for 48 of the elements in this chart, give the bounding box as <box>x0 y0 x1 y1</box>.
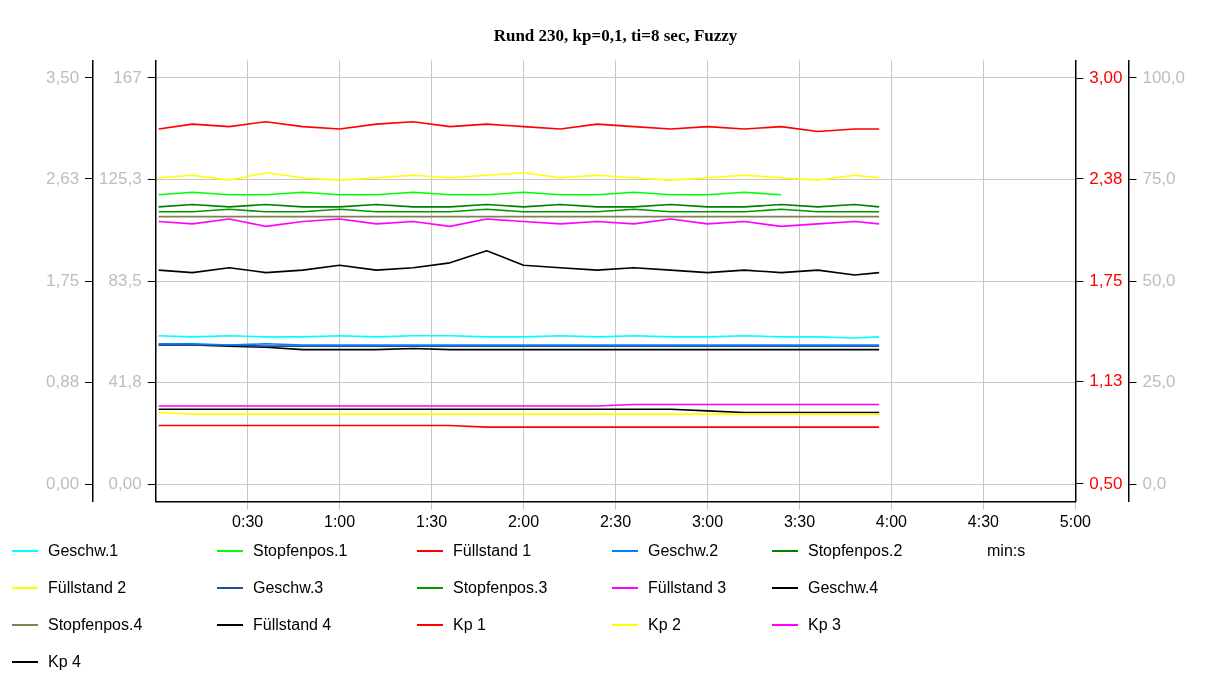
x-tick-label: 4:00 <box>875 512 908 530</box>
y-tick-label: 167 <box>113 67 142 87</box>
x-tick-label: 4:30 <box>967 512 1000 530</box>
y2-tick-label: 3,00 <box>1089 67 1123 87</box>
legend-label: Füllstand 4 <box>253 616 332 634</box>
legend-label: Stopfenpos.1 <box>253 542 348 560</box>
y2-tick-label: 0,50 <box>1089 473 1123 493</box>
y-tick-label: 41,8 <box>108 372 142 392</box>
legend-label: Kp 2 <box>648 616 681 634</box>
x-tick-label: 3:30 <box>783 512 816 530</box>
text: 0,0 <box>1142 473 1167 493</box>
x-tick-label: 3:00 <box>691 512 724 530</box>
y2-tick-label: 1,75 <box>1089 270 1123 290</box>
legend-label: Füllstand 1 <box>453 542 532 560</box>
text: 75,0 <box>1142 169 1176 189</box>
y-tick-label: 0,00 <box>108 473 142 493</box>
legend-label: Stopfenpos.2 <box>808 542 903 560</box>
x-tick-label: 2:30 <box>599 512 632 530</box>
x-axis-title: min:s <box>987 541 1027 561</box>
y-tick-label: 125,3 <box>99 169 142 189</box>
y3-tick-label: 3,50 <box>45 67 80 87</box>
x-tick-label: 0:30 <box>232 512 264 530</box>
text: 100,0 <box>1142 67 1186 87</box>
legend-label: Stopfenpos.4 <box>48 616 143 634</box>
legend-label: Geschw.1 <box>48 542 119 560</box>
y2-tick-label: 2,38 <box>1089 168 1123 188</box>
x-tick-label: 5:00 <box>1059 512 1092 530</box>
text: 50,0 <box>1142 270 1176 290</box>
y3-tick-label: 2,63 <box>45 168 80 188</box>
text: 25,0 <box>1142 372 1176 392</box>
legend-label: Geschw.4 <box>808 579 879 597</box>
legend-label: Geschw.2 <box>648 542 719 560</box>
legend-label: Kp 3 <box>808 616 841 634</box>
legend-label: Stopfenpos.3 <box>453 579 548 597</box>
legend-label: Füllstand 2 <box>48 579 127 597</box>
x-tick-label: 2:00 <box>507 512 540 530</box>
y3-tick-label: 0,88 <box>45 371 80 391</box>
legend-label: Kp 4 <box>48 653 81 671</box>
y-tick-label: 83,5 <box>108 270 142 290</box>
x-tick-label: 1:00 <box>324 512 356 530</box>
chart-title: Rund 230, kp=0,1, ti=8 sec, Fuzzy <box>493 25 738 45</box>
x-tick-label: 1:30 <box>415 512 448 530</box>
legend-label: Geschw.3 <box>253 579 324 597</box>
y3-tick-label: 1,75 <box>45 270 80 290</box>
legend-label: Kp 1 <box>453 616 486 634</box>
y3-tick-label: 0,00 <box>45 474 80 494</box>
y2-tick-label: 1,13 <box>1089 371 1123 391</box>
legend-label: Füllstand 3 <box>648 579 727 597</box>
